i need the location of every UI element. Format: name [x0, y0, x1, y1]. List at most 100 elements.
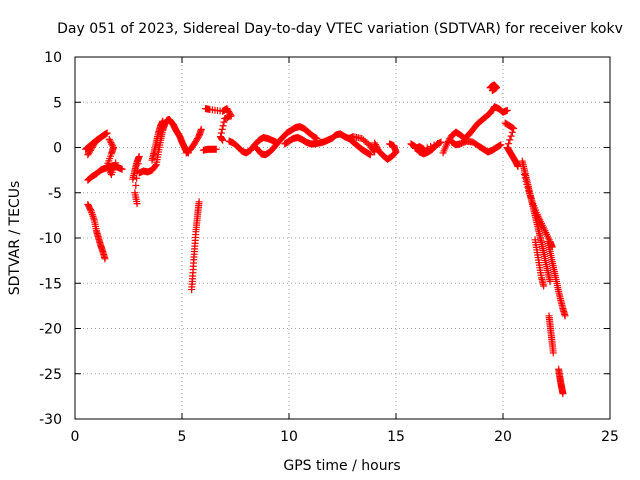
series-arc-e — [129, 153, 143, 208]
series-arc-c — [84, 201, 109, 263]
data-point — [219, 136, 227, 144]
data-point — [508, 128, 516, 136]
y-tick-labels: -30 -25 -20 -15 -10 -5 0 5 10 — [39, 50, 62, 428]
data-point — [411, 144, 419, 152]
data-point — [510, 124, 518, 132]
data-point — [135, 153, 143, 161]
data-point — [521, 174, 529, 182]
data-point — [430, 141, 438, 149]
data-point — [151, 162, 159, 170]
y-tick-label: 10 — [44, 50, 62, 66]
data-point — [108, 140, 116, 148]
data-point — [85, 149, 93, 157]
series-arc-za — [555, 365, 567, 398]
data-point — [561, 312, 569, 320]
series-arc-l — [225, 134, 280, 157]
data-point — [106, 137, 114, 145]
series-arc-y — [544, 238, 569, 320]
y-tick-label: -10 — [39, 231, 62, 247]
x-tick-label: 20 — [494, 429, 512, 445]
data-point — [559, 390, 567, 398]
x-axis-label: GPS time / hours — [283, 458, 400, 474]
data-point — [132, 182, 140, 190]
series-arc-z — [545, 312, 557, 357]
data-point — [549, 349, 557, 357]
x-tick-label: 15 — [387, 429, 405, 445]
grid-lines — [75, 57, 610, 419]
y-tick-label: -5 — [48, 186, 62, 202]
data-point — [524, 184, 532, 192]
data-point — [86, 206, 94, 214]
data-point — [221, 115, 229, 123]
series-arc-q — [407, 138, 445, 158]
data-point — [195, 198, 203, 206]
data-point — [107, 139, 115, 147]
series-arc-s — [448, 137, 505, 156]
data-point — [212, 145, 220, 153]
data-point — [503, 106, 511, 114]
series-arc-b — [82, 129, 111, 159]
data-point — [540, 282, 548, 290]
y-tick-label: -20 — [39, 322, 62, 338]
y-axis-label: SDTVAR / TECUs — [7, 181, 23, 296]
data-point — [133, 200, 141, 208]
plot-frame — [74, 56, 611, 420]
series-arc-p — [371, 139, 400, 163]
series-arc-k — [202, 105, 235, 144]
series-arc-d — [103, 135, 120, 179]
data-point — [219, 122, 227, 130]
x-tick-label: 0 — [71, 429, 80, 445]
x-tick-label: 25 — [601, 429, 619, 445]
data-point — [372, 142, 380, 150]
data-point — [101, 255, 109, 263]
x-tick-label: 10 — [280, 429, 298, 445]
series-arc-g — [148, 117, 167, 164]
data-point — [112, 159, 120, 167]
data-point — [523, 180, 531, 188]
data-point — [220, 118, 228, 126]
data-point — [218, 125, 226, 133]
series-arc-n — [281, 130, 374, 159]
data-point — [134, 160, 142, 168]
data-point — [366, 151, 374, 159]
data-point — [427, 142, 435, 150]
series-arc-t — [486, 81, 501, 94]
y-tick-label: 0 — [53, 141, 62, 157]
data-point — [133, 174, 141, 182]
data-point — [159, 117, 167, 125]
data-point — [371, 139, 379, 147]
series-arc-r — [439, 103, 511, 157]
data-point — [197, 125, 205, 133]
data-point — [371, 141, 379, 149]
data-point — [118, 165, 126, 173]
series-arc-x — [531, 236, 548, 290]
series-arc-u — [501, 119, 522, 171]
series-arc-m — [253, 123, 321, 159]
x-tick-label: 5 — [178, 429, 187, 445]
data-point — [105, 135, 113, 143]
data-point — [520, 171, 528, 179]
series-arc-h — [182, 125, 205, 157]
data-point — [506, 136, 514, 144]
data-point — [546, 277, 554, 285]
x-tick-labels: 0 5 10 15 20 25 — [71, 429, 619, 445]
data-point — [434, 140, 442, 148]
series-arc-a — [84, 162, 126, 184]
y-tick-label: -15 — [39, 276, 62, 292]
data-point — [437, 138, 445, 146]
data-point — [488, 86, 496, 94]
data-point — [373, 144, 381, 152]
data-point — [84, 151, 92, 159]
series-arc-j — [199, 145, 220, 154]
y-tick-label: -25 — [39, 367, 62, 383]
series-arc-i — [188, 198, 203, 294]
data-marks — [82, 81, 569, 398]
y-tick-label: -30 — [39, 412, 62, 428]
data-point — [497, 141, 505, 149]
data-point — [522, 177, 530, 185]
y-tick-label: 5 — [53, 95, 62, 111]
data-point — [386, 140, 394, 148]
chart-title: Day 051 of 2023, Sidereal Day-to-day VTE… — [57, 21, 623, 37]
data-point — [507, 132, 515, 140]
